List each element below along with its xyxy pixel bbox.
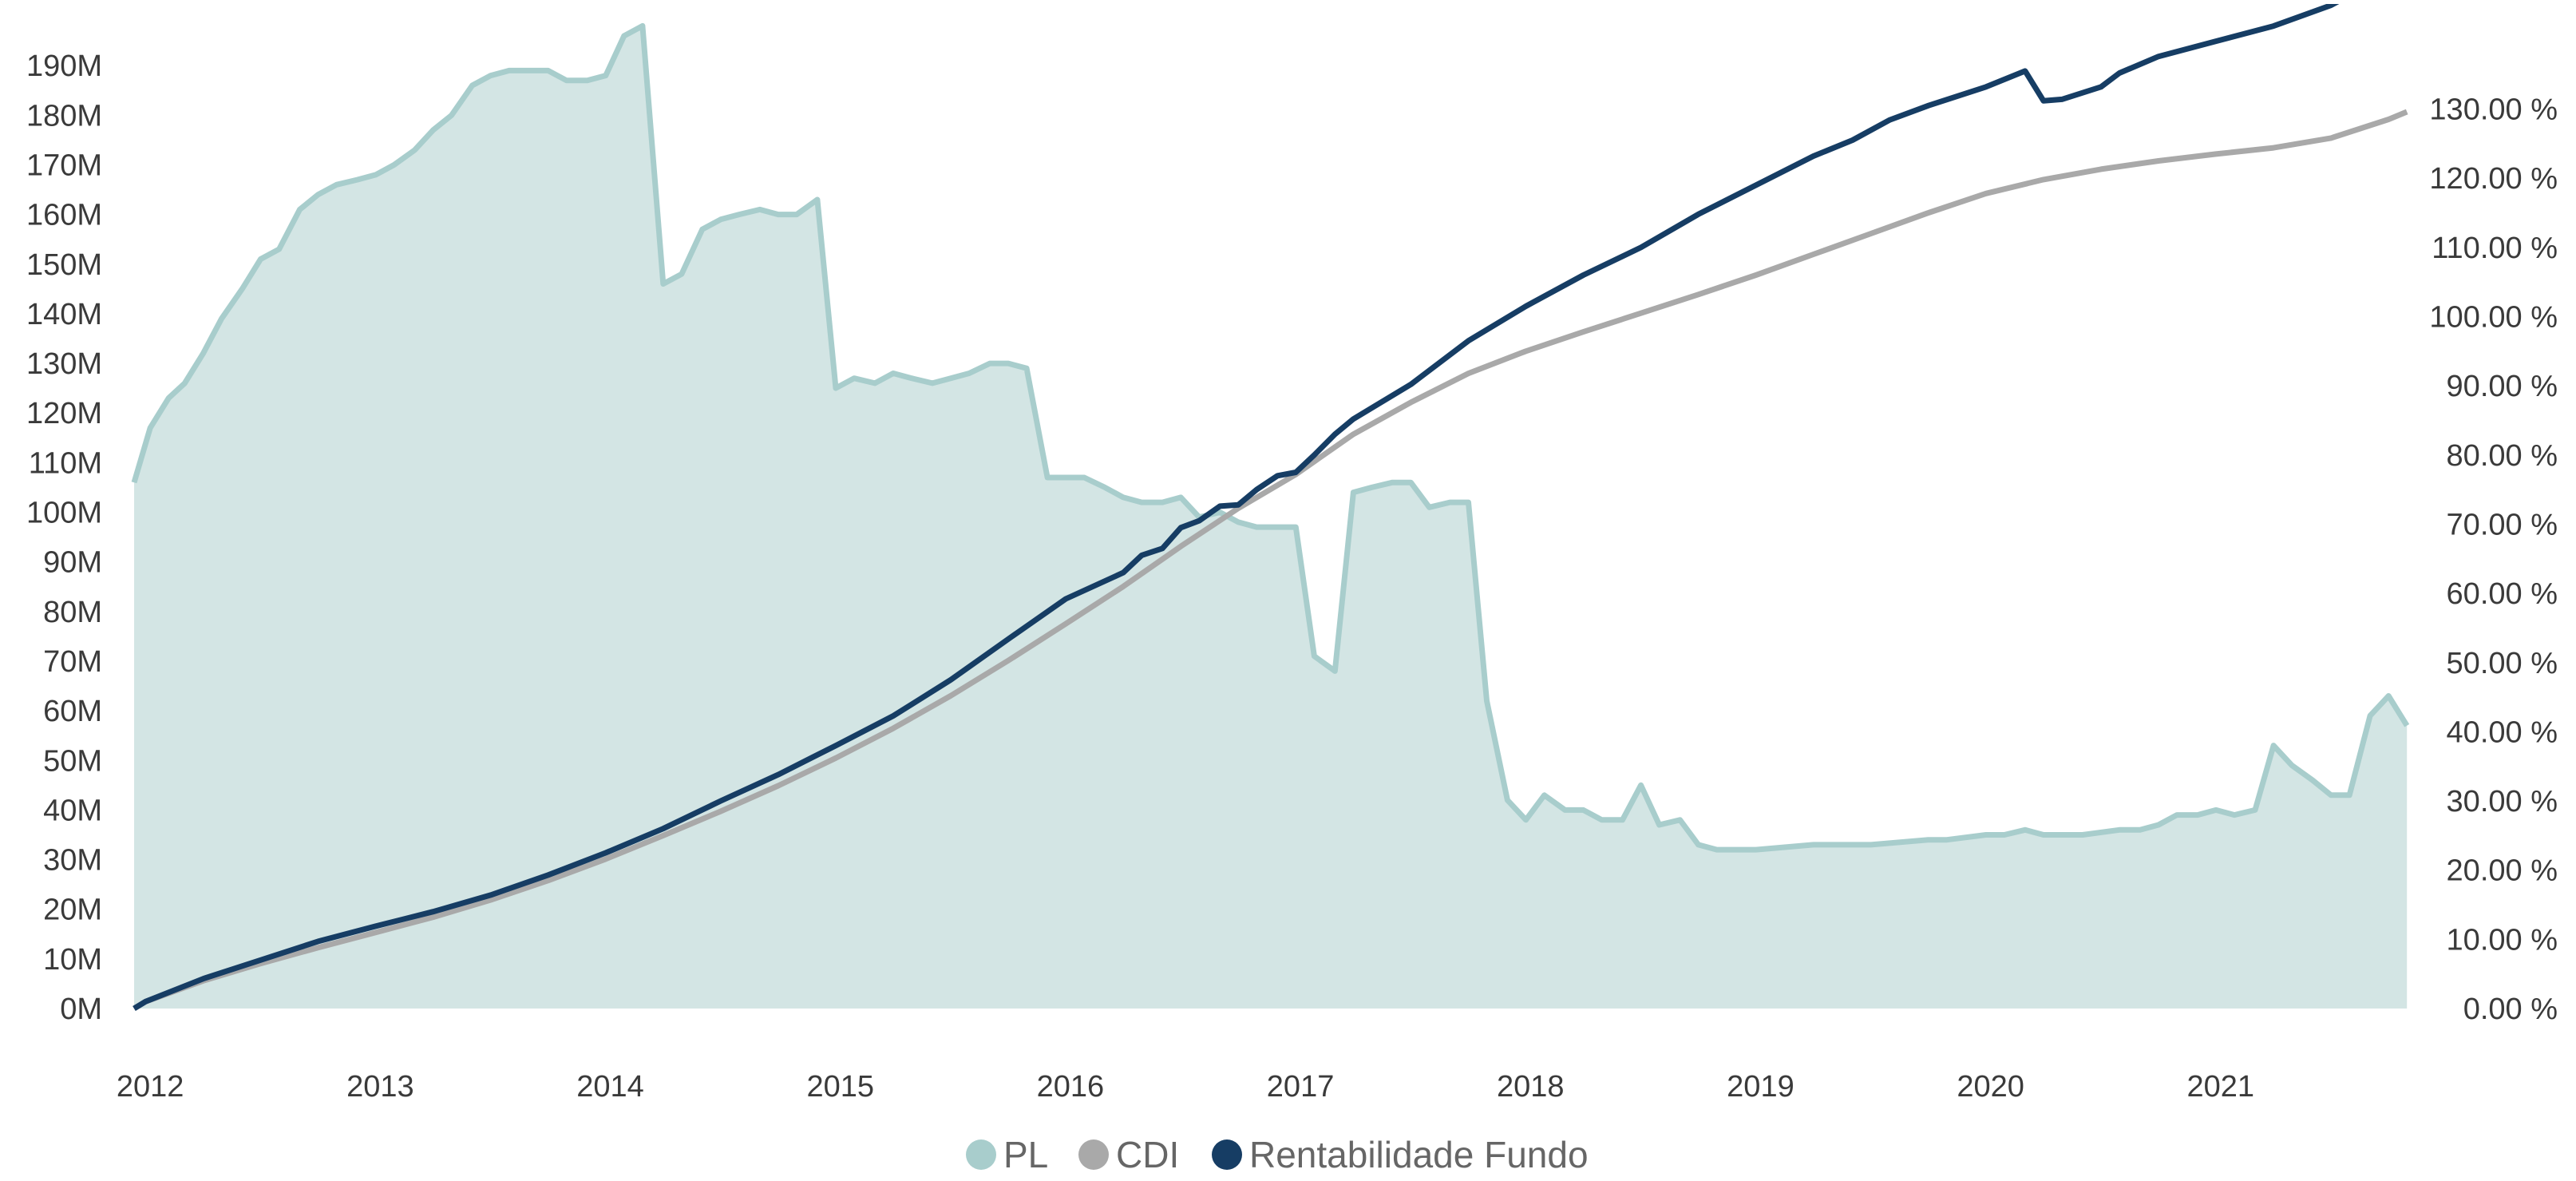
legend-item: CDI (1078, 1134, 1179, 1175)
y-left-tick-label: 10M (43, 943, 102, 977)
y-right-tick-label: 20.00 % (2447, 854, 2558, 888)
pl-area-fill (134, 26, 2408, 1009)
x-tick-label: 2019 (1727, 1070, 1794, 1104)
y-left-tick-label: 80M (43, 596, 102, 629)
y-left-tick-label: 180M (26, 99, 102, 133)
x-tick-label: 2013 (346, 1070, 414, 1104)
y-right-tick-label: 0.00 % (2463, 993, 2558, 1026)
legend-item: Rentabilidade Fundo (1212, 1134, 1589, 1175)
cdi-line (133, 109, 2408, 1011)
y-left-tick-label: 40M (43, 794, 102, 827)
x-tick-label: 2020 (1957, 1070, 2024, 1104)
y-left-tick-label: 60M (43, 695, 102, 728)
y-right-tick-label: 100.00 % (2429, 301, 2558, 335)
y-right-tick-label: 120.00 % (2429, 162, 2558, 196)
y-left-tick-label: 160M (26, 199, 102, 232)
x-tick-label: 2021 (2187, 1070, 2255, 1104)
legend-marker (1212, 1139, 1242, 1170)
y-left-tick-label: 110M (29, 446, 102, 480)
x-tick-label: 2018 (1497, 1070, 1565, 1104)
legend-marker (1078, 1139, 1109, 1170)
y-left-tick-label: 150M (26, 248, 102, 282)
y-left-tick-label: 130M (26, 347, 102, 381)
y-right-tick-label: 40.00 % (2447, 715, 2558, 749)
x-tick-label: 2016 (1037, 1070, 1105, 1104)
y-left-tick-label: 20M (43, 894, 102, 927)
rentabilidade-line (133, 4, 2340, 1011)
legend-label: CDI (1116, 1134, 1179, 1175)
y-axis-left: 0M 10M 20M 30M 40M 50M 60M 70M 80M 90M 100M 110M 120… (26, 50, 102, 1026)
legend: PL CDI Rentabilidade Fundo (966, 1134, 1589, 1175)
legend-marker (966, 1139, 996, 1170)
x-axis: 2012 2013 2014 2015 2016 2017 2018 2019 2020 2021 (117, 1070, 2254, 1104)
legend-label: PL (1003, 1134, 1048, 1175)
y-axis-right: 0.00 % 10.00 % 20.00 % 30.00 % 40.00 % 50.00 … (2429, 93, 2558, 1026)
plot-area (131, 4, 2410, 1011)
y-left-tick-label: 50M (43, 744, 102, 778)
y-left-tick-label: 140M (26, 298, 102, 331)
legend-item: PL (966, 1134, 1048, 1175)
legend-label: Rentabilidade Fundo (1249, 1134, 1589, 1175)
x-tick-label: 2014 (576, 1070, 644, 1104)
y-left-tick-label: 120M (26, 397, 102, 430)
y-left-tick-label: 190M (26, 50, 102, 83)
y-right-tick-label: 50.00 % (2447, 647, 2558, 680)
y-right-tick-label: 110.00 % (2432, 232, 2558, 265)
y-left-tick-label: 90M (43, 546, 102, 580)
pl-line (131, 22, 2410, 853)
y-left-tick-label: 100M (26, 497, 102, 530)
y-right-tick-label: 130.00 % (2429, 93, 2558, 127)
x-tick-label: 2015 (806, 1070, 874, 1104)
y-left-tick-label: 30M (43, 844, 102, 878)
x-tick-label: 2012 (117, 1070, 184, 1104)
y-left-tick-label: 0M (60, 993, 102, 1026)
y-right-tick-label: 10.00 % (2447, 923, 2558, 957)
y-right-tick-label: 70.00 % (2447, 508, 2558, 541)
y-right-tick-label: 90.00 % (2447, 370, 2558, 403)
x-tick-label: 2017 (1267, 1070, 1335, 1104)
y-left-tick-label: 170M (26, 149, 102, 182)
y-right-tick-label: 80.00 % (2447, 439, 2558, 473)
y-left-tick-label: 70M (43, 645, 102, 679)
y-right-tick-label: 30.00 % (2447, 785, 2558, 818)
y-right-tick-label: 60.00 % (2447, 577, 2558, 611)
